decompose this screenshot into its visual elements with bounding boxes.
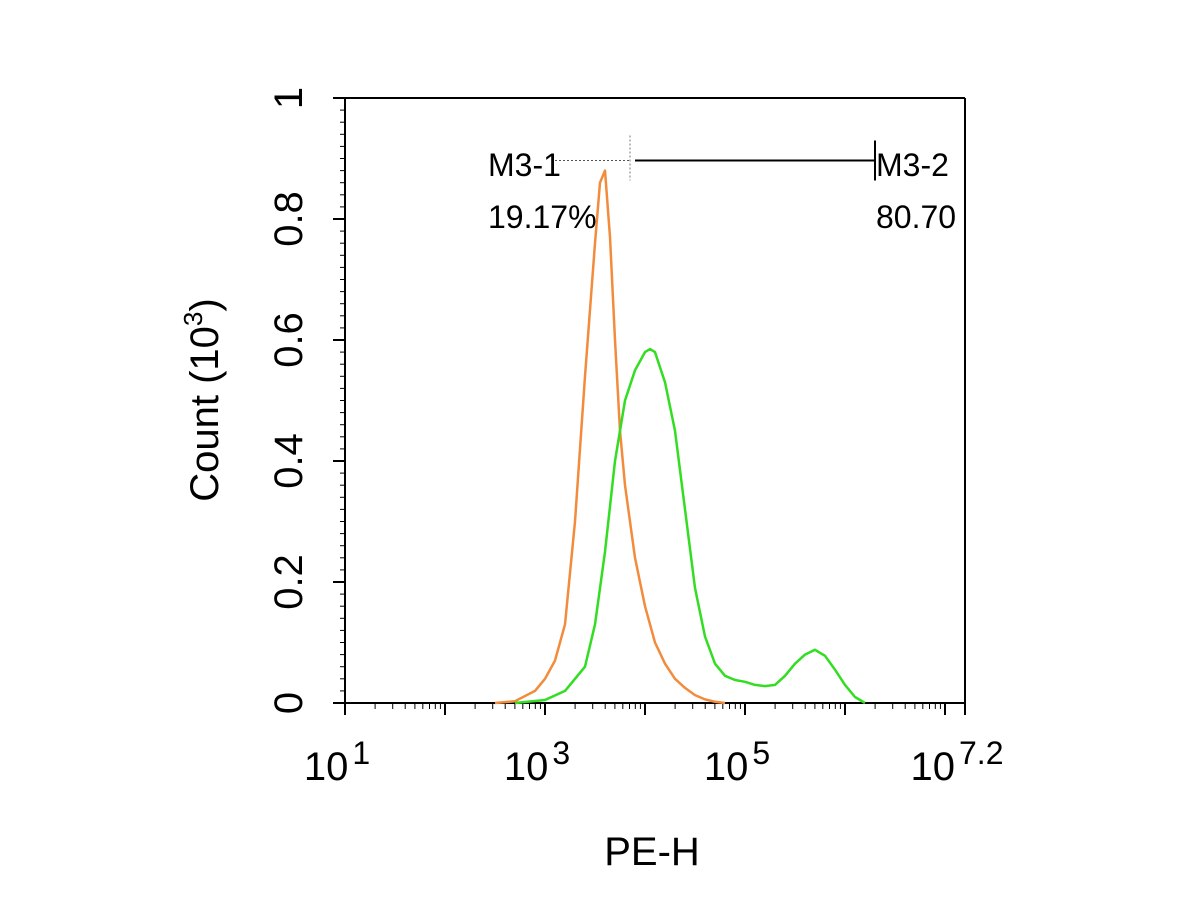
- y-tick-label: 0: [267, 692, 311, 714]
- y-tick-label: 0.2: [267, 554, 311, 610]
- x-tick-label: 10 1: [304, 735, 370, 789]
- gate-m3-1-label: M3-1: [488, 147, 561, 183]
- y-axis-title-main: Count (10: [183, 326, 227, 502]
- y-axis-ticks: 0 0.2 0.4 0.6 0.8 1: [267, 87, 345, 714]
- gate-m3-2-label: M3-2: [876, 147, 949, 183]
- gate-m3-1-percent: 19.17%: [488, 199, 597, 235]
- series-control-line: [494, 169, 726, 705]
- y-axis-title-close: ): [183, 298, 227, 311]
- series-sample-line: [514, 347, 866, 705]
- x-axis-title: PE-H: [604, 830, 700, 874]
- plot-frame: [344, 97, 966, 704]
- y-axis-title: Count (103): [178, 298, 227, 501]
- y-tick-label: 0.6: [267, 312, 311, 368]
- x-tick-label: 10 5: [704, 735, 770, 789]
- y-axis-title-exponent: 3: [178, 312, 208, 326]
- x-tick-label: 10 7.2: [911, 735, 1004, 789]
- x-tick-label: 10 3: [504, 735, 570, 789]
- gate-m3-2-percent: 80.70: [876, 199, 956, 235]
- gate-layer: M3-1 19.17% M3-2 80.70: [488, 135, 956, 235]
- series-layer: [494, 169, 866, 705]
- y-tick-label: 1: [267, 87, 311, 109]
- svg-text:Count (103): Count (103): [178, 298, 227, 501]
- y-tick-label: 0.8: [267, 191, 311, 247]
- y-tick-label: 0.4: [267, 433, 311, 489]
- x-axis-ticks: 10 1 10 3 10 5 10 7.2: [304, 703, 1004, 789]
